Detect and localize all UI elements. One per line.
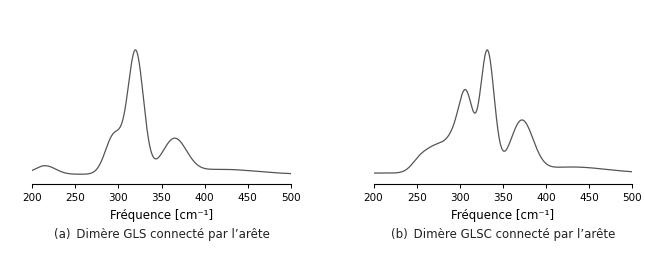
X-axis label: Fréquence [cm⁻¹]: Fréquence [cm⁻¹]: [110, 209, 213, 222]
X-axis label: Fréquence [cm⁻¹]: Fréquence [cm⁻¹]: [451, 209, 555, 222]
Text: (a) Dimère GLS connecté par l’arête: (a) Dimère GLS connecté par l’arête: [54, 228, 270, 241]
Text: (b) Dimère GLSC connecté par l’arête: (b) Dimère GLSC connecté par l’arête: [391, 228, 615, 241]
